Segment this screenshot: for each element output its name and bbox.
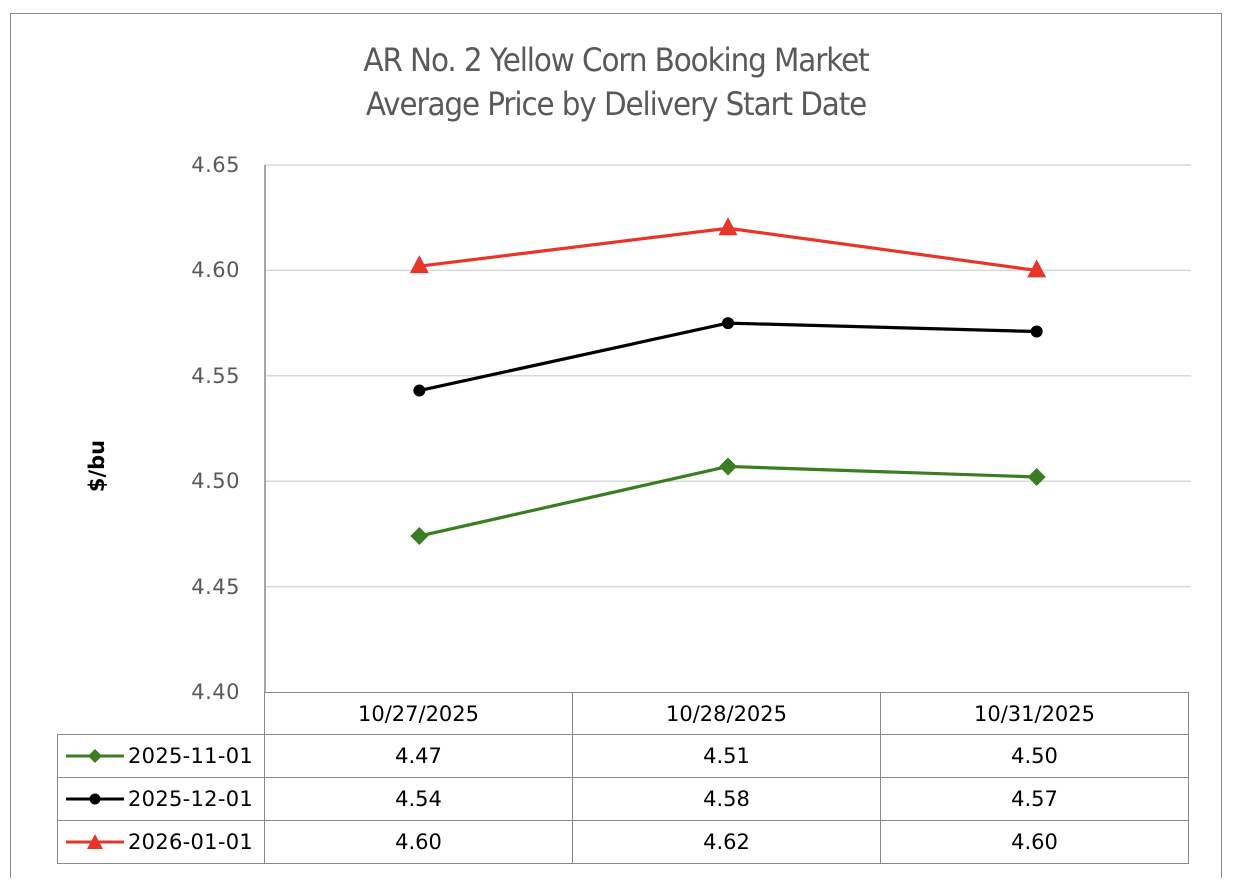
circle-marker-icon xyxy=(66,793,124,805)
circle-marker-icon xyxy=(1030,325,1043,338)
table-cell: 4.58 xyxy=(572,777,881,821)
table-cell: 4.57 xyxy=(880,777,1189,821)
legend-entry-2025-12-01: 2025-12-01 xyxy=(57,777,265,821)
y-tick: 4.60 xyxy=(191,258,240,283)
data-table-header-row: 10/27/2025 10/28/2025 10/31/2025 xyxy=(57,692,1189,735)
data-table-corner xyxy=(57,692,265,735)
triangle-marker-icon xyxy=(718,217,738,236)
y-tick: 4.50 xyxy=(191,469,240,494)
series-line-2025-12-01 xyxy=(418,321,1037,393)
x-category-label: 10/27/2025 xyxy=(264,692,573,735)
data-table: 10/27/2025 10/28/2025 10/31/2025 2025-11… xyxy=(57,692,1189,864)
diamond-marker-icon xyxy=(410,527,429,546)
circle-marker-icon xyxy=(413,384,426,397)
diamond-marker-icon xyxy=(66,749,124,763)
triangle-marker-icon xyxy=(409,255,429,274)
x-category-label: 10/31/2025 xyxy=(880,692,1189,735)
legend-label: 2025-12-01 xyxy=(128,787,254,811)
y-tick: 4.65 xyxy=(191,153,240,177)
table-cell: 4.62 xyxy=(572,820,881,864)
legend-entry-2026-01-01: 2026-01-01 xyxy=(57,820,265,864)
triangle-marker-icon xyxy=(1027,259,1047,278)
x-category-label: 10/28/2025 xyxy=(572,692,881,735)
diamond-marker-icon xyxy=(1027,467,1046,486)
table-cell: 4.60 xyxy=(264,820,573,864)
table-row: 2025-12-01 4.54 4.58 4.57 xyxy=(57,777,1189,821)
table-cell: 4.47 xyxy=(264,734,573,778)
legend-entry-2025-11-01: 2025-11-01 xyxy=(57,734,265,778)
triangle-marker-icon xyxy=(66,834,124,849)
chart-subtitle: Average Price by Delivery Start Date xyxy=(365,85,867,123)
table-cell: 4.51 xyxy=(572,734,881,778)
legend-label: 2025-11-01 xyxy=(128,744,254,768)
table-cell: 4.54 xyxy=(264,777,573,821)
chart-title: AR No. 2 Yellow Corn Booking Market Aver… xyxy=(58,38,1173,126)
chart-frame xyxy=(10,13,1222,878)
diamond-marker-icon xyxy=(719,457,737,476)
table-cell: 4.50 xyxy=(880,734,1189,778)
circle-marker-icon xyxy=(722,317,734,330)
y-tick: 4.55 xyxy=(191,363,240,388)
chart-title-line-1: AR No. 2 Yellow Corn Booking Market xyxy=(363,41,869,79)
series-line-2025-11-01 xyxy=(418,464,1037,538)
y-tick: 4.45 xyxy=(191,574,240,599)
table-row: 2025-11-01 4.47 4.51 4.50 xyxy=(57,734,1189,778)
legend-label: 2026-01-01 xyxy=(128,830,254,854)
table-row: 2026-01-01 4.60 4.62 4.60 xyxy=(57,820,1189,864)
table-cell: 4.60 xyxy=(880,820,1189,864)
